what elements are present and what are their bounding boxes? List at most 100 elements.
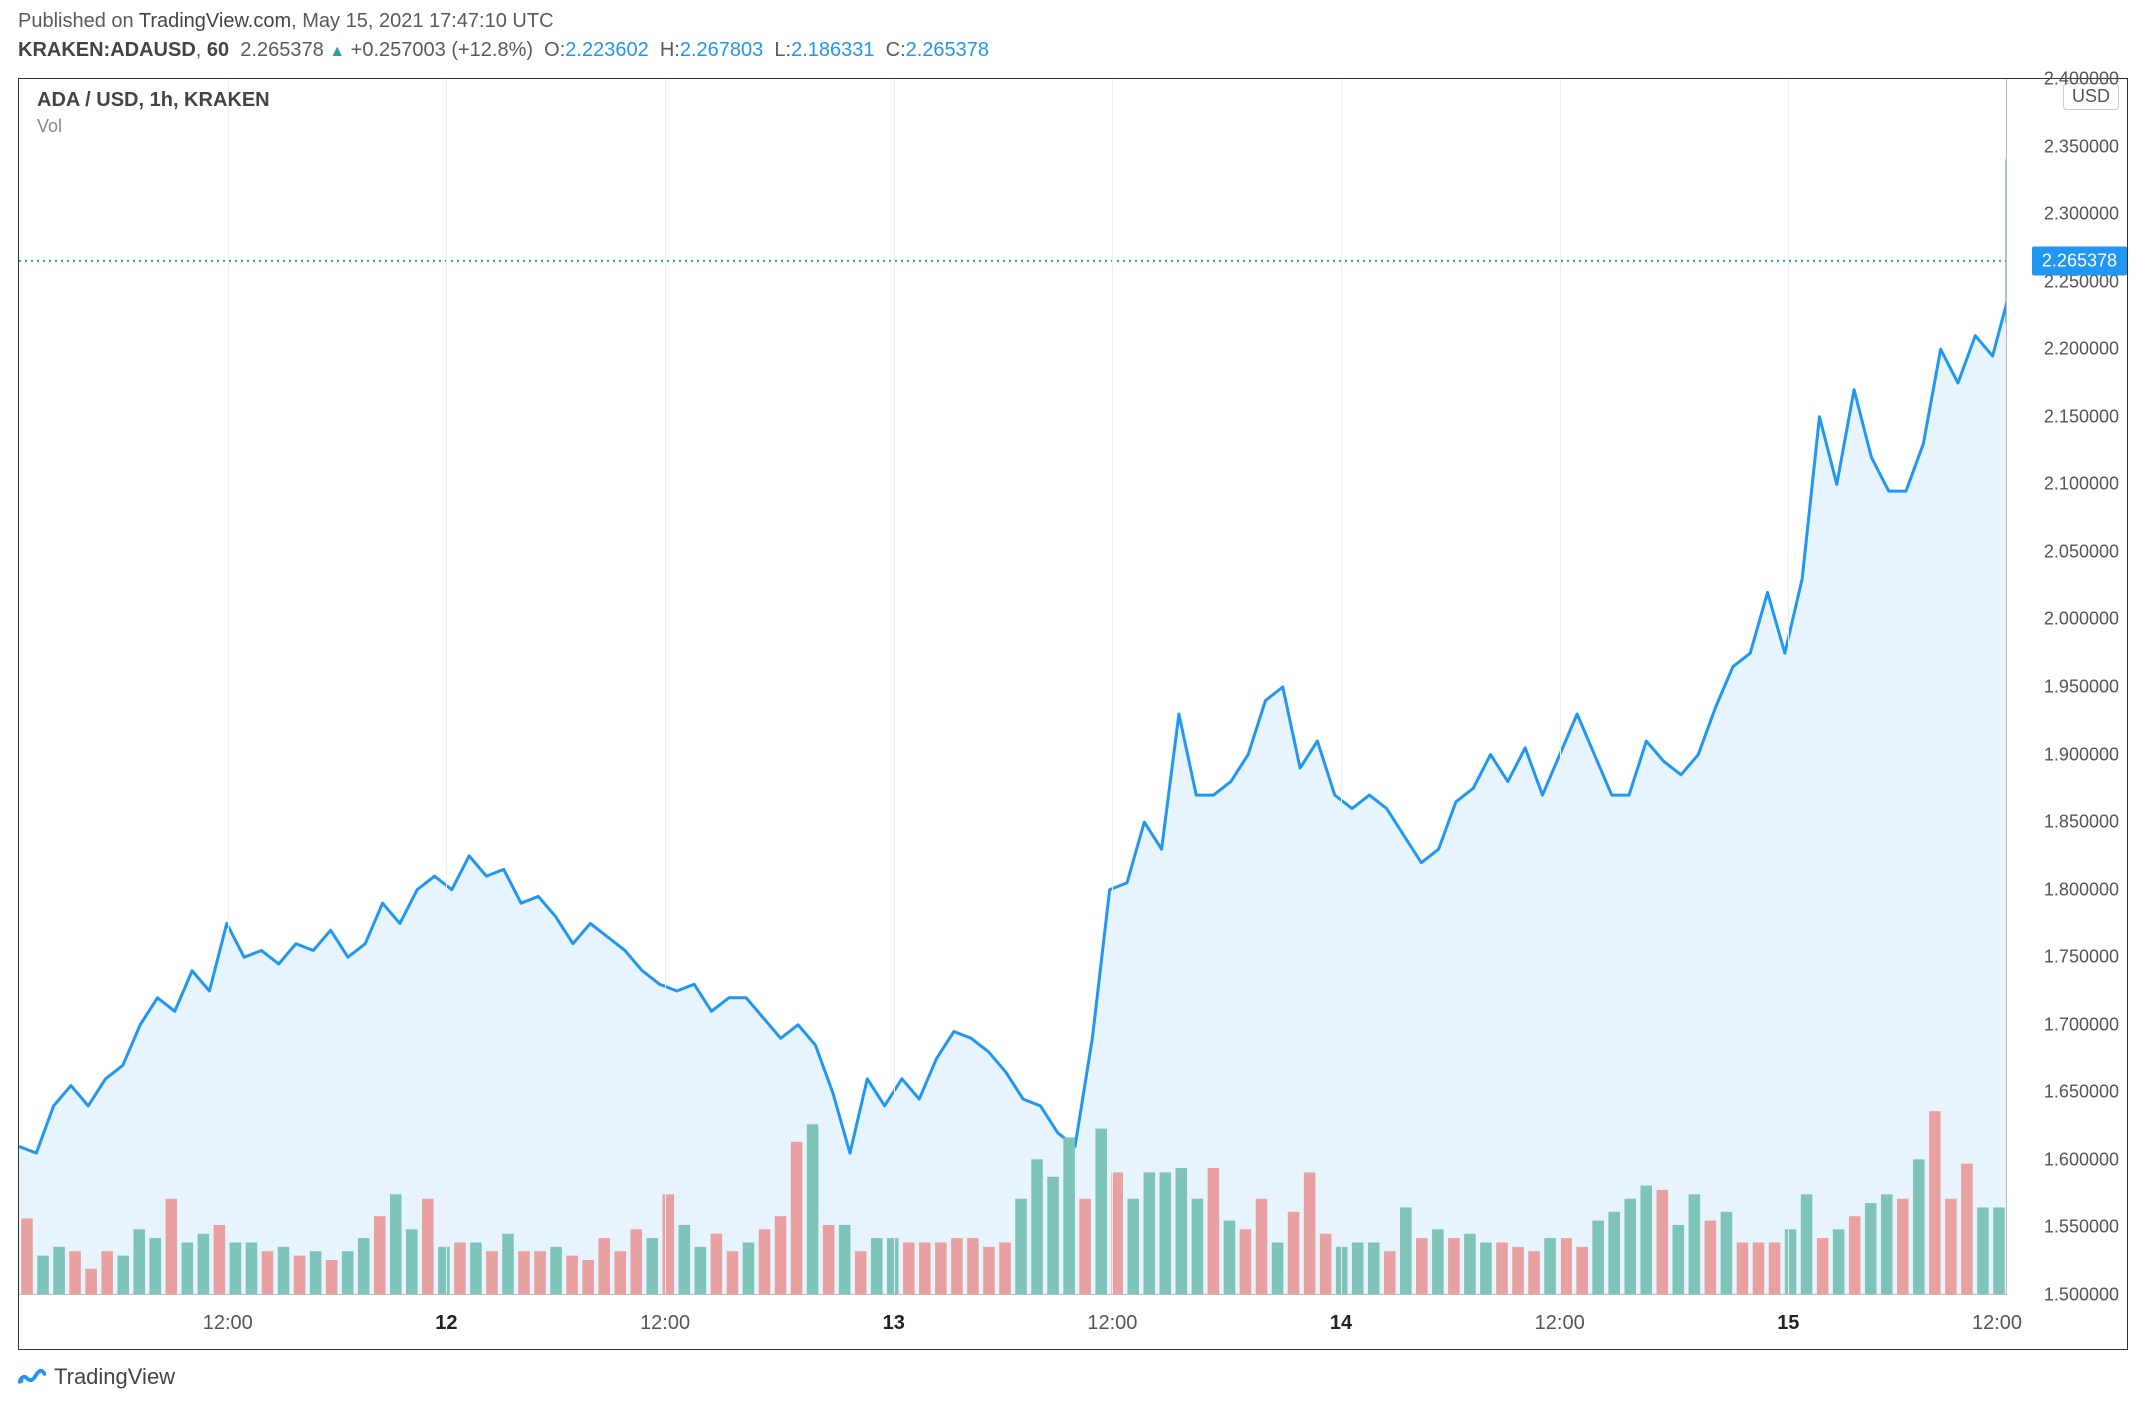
volume-bar bbox=[310, 1251, 322, 1295]
published-suffix: , May 15, 2021 17:47:10 UTC bbox=[291, 10, 553, 32]
volume-bar bbox=[1432, 1229, 1444, 1295]
y-tick: 1.650000 bbox=[2044, 1082, 2119, 1103]
volume-bar bbox=[711, 1234, 723, 1295]
h-label: H: bbox=[660, 39, 680, 61]
tradingview-logo-icon bbox=[18, 1367, 46, 1387]
x-tick: 12:00 bbox=[203, 1312, 253, 1335]
y-tick: 2.400000 bbox=[2044, 69, 2119, 90]
volume-bar bbox=[935, 1242, 947, 1295]
x-tick: 12 bbox=[435, 1312, 457, 1335]
o-label: O: bbox=[544, 39, 565, 61]
y-axis[interactable]: USD 2.4000002.3500002.3000002.2500002.20… bbox=[2006, 79, 2127, 1295]
grid-line bbox=[1560, 79, 1561, 1295]
grid-line bbox=[665, 79, 666, 1295]
h-val: 2.267803 bbox=[680, 39, 763, 61]
volume-bar bbox=[454, 1242, 466, 1295]
volume-bar bbox=[1560, 1238, 1572, 1295]
volume-bar bbox=[1144, 1172, 1156, 1295]
price-svg bbox=[19, 79, 2007, 1295]
volume-bar bbox=[695, 1247, 707, 1295]
y-tick: 1.550000 bbox=[2044, 1217, 2119, 1238]
grid-line bbox=[1788, 79, 1789, 1295]
grid-line bbox=[1112, 79, 1113, 1295]
volume-bar bbox=[1657, 1190, 1669, 1295]
l-val: 2.186331 bbox=[791, 39, 874, 61]
volume-bar bbox=[598, 1238, 610, 1295]
volume-bar bbox=[1031, 1159, 1043, 1295]
grid-line bbox=[1341, 79, 1342, 1295]
symbol: KRAKEN:ADAUSD bbox=[18, 39, 196, 61]
last-price: 2.265378 bbox=[240, 39, 323, 61]
volume-bar bbox=[1833, 1229, 1845, 1295]
volume-bar bbox=[1304, 1172, 1316, 1295]
volume-bar bbox=[1817, 1238, 1829, 1295]
volume-bar bbox=[1288, 1212, 1300, 1295]
volume-bar bbox=[85, 1269, 97, 1295]
y-tick: 1.700000 bbox=[2044, 1014, 2119, 1035]
volume-bar bbox=[1416, 1238, 1428, 1295]
volume-bar bbox=[999, 1242, 1011, 1295]
volume-bar bbox=[1224, 1221, 1236, 1295]
y-tick: 1.800000 bbox=[2044, 879, 2119, 900]
volume-bar bbox=[37, 1256, 49, 1295]
volume-bar bbox=[1063, 1137, 1075, 1295]
volume-bar bbox=[406, 1229, 418, 1295]
chart-container[interactable]: ADA / USD, 1h, KRAKEN Vol USD 2.4000002.… bbox=[18, 78, 2128, 1350]
volume-bar bbox=[117, 1256, 129, 1295]
volume-bar bbox=[69, 1251, 81, 1295]
volume-bar bbox=[1047, 1177, 1059, 1295]
volume-bar bbox=[1079, 1199, 1091, 1295]
volume-bar bbox=[967, 1238, 979, 1295]
volume-bar bbox=[1705, 1221, 1717, 1295]
footer-brand: TradingView bbox=[54, 1364, 175, 1390]
volume-bar bbox=[1496, 1242, 1508, 1295]
volume-bar bbox=[1624, 1199, 1636, 1295]
volume-bar bbox=[566, 1256, 578, 1295]
volume-bar bbox=[1785, 1229, 1797, 1295]
volume-bar bbox=[53, 1247, 65, 1295]
volume-bar bbox=[727, 1251, 739, 1295]
volume-bar bbox=[1208, 1168, 1220, 1295]
volume-bar bbox=[1753, 1242, 1765, 1295]
plot-area[interactable]: ADA / USD, 1h, KRAKEN Vol bbox=[19, 79, 2007, 1295]
volume-bar bbox=[1737, 1242, 1749, 1295]
volume-bar bbox=[630, 1229, 642, 1295]
volume-bar bbox=[807, 1124, 819, 1295]
grid-line bbox=[446, 79, 447, 1295]
volume-bar bbox=[182, 1242, 194, 1295]
volume-bar bbox=[759, 1229, 771, 1295]
y-tick: 1.950000 bbox=[2044, 677, 2119, 698]
volume-bar bbox=[534, 1251, 546, 1295]
volume-bar bbox=[1256, 1199, 1268, 1295]
volume-bar bbox=[1352, 1242, 1364, 1295]
volume-bar bbox=[246, 1242, 258, 1295]
footer: TradingView bbox=[0, 1358, 2146, 1396]
volume-bar bbox=[1528, 1251, 1540, 1295]
x-axis[interactable]: 12:001212:001312:001412:001512:00 bbox=[19, 1294, 2007, 1349]
volume-bar bbox=[1240, 1229, 1252, 1295]
volume-bar bbox=[1673, 1225, 1685, 1295]
grid-line bbox=[228, 79, 229, 1295]
volume-bar bbox=[1127, 1199, 1139, 1295]
volume-bar bbox=[358, 1238, 370, 1295]
volume-bar bbox=[614, 1251, 626, 1295]
volume-bar bbox=[1881, 1194, 1893, 1295]
volume-bar bbox=[1464, 1234, 1476, 1295]
y-tick: 2.150000 bbox=[2044, 406, 2119, 427]
volume-bar bbox=[294, 1256, 306, 1295]
volume-bar bbox=[679, 1225, 691, 1295]
y-tick: 2.100000 bbox=[2044, 474, 2119, 495]
volume-bar bbox=[1897, 1199, 1909, 1295]
y-tick: 1.750000 bbox=[2044, 947, 2119, 968]
volume-bar bbox=[1929, 1111, 1941, 1295]
volume-bar bbox=[1400, 1207, 1412, 1295]
volume-bar bbox=[502, 1234, 514, 1295]
volume-bar bbox=[390, 1194, 402, 1295]
volume-bar bbox=[1384, 1251, 1396, 1295]
x-tick: 14 bbox=[1330, 1312, 1352, 1335]
l-label: L: bbox=[774, 39, 791, 61]
volume-bar bbox=[1192, 1199, 1204, 1295]
volume-bar bbox=[470, 1242, 482, 1295]
volume-bar bbox=[775, 1216, 787, 1295]
y-tick: 2.000000 bbox=[2044, 609, 2119, 630]
